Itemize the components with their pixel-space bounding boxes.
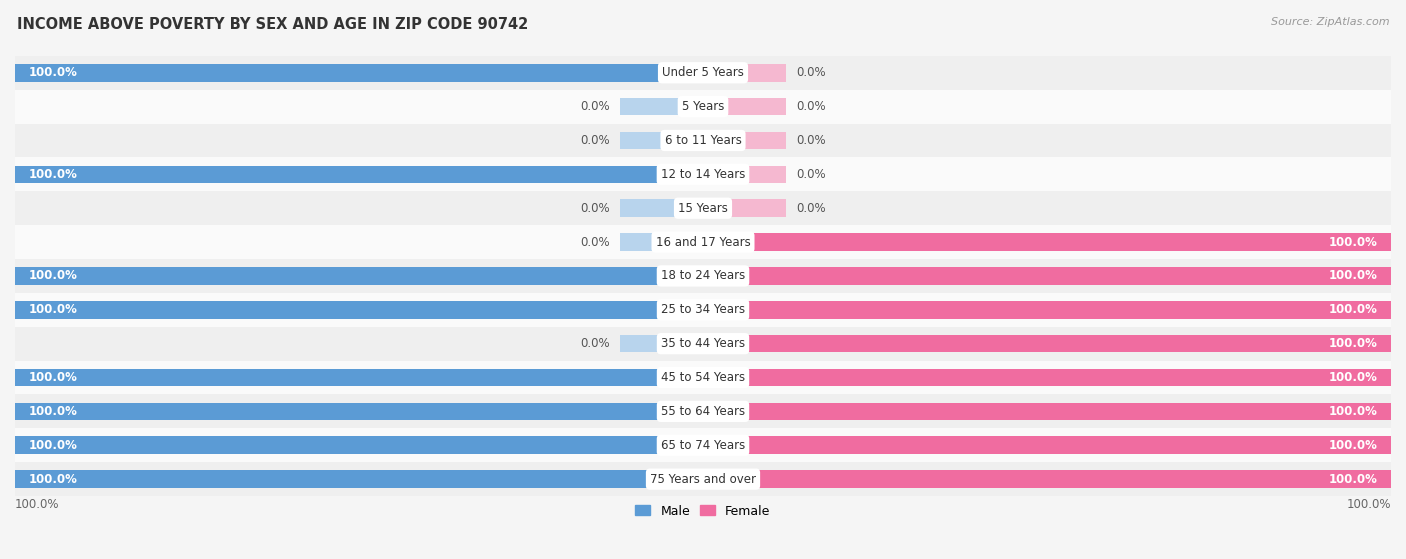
Text: 100.0%: 100.0%	[1329, 405, 1378, 418]
Text: 100.0%: 100.0%	[15, 498, 59, 511]
Text: 0.0%: 0.0%	[581, 337, 610, 350]
Text: 100.0%: 100.0%	[1329, 235, 1378, 249]
Bar	[15, 470, 703, 488]
Bar	[620, 335, 703, 353]
Text: 0.0%: 0.0%	[796, 100, 825, 113]
Bar	[15, 428, 1391, 462]
Bar	[620, 200, 703, 217]
Bar	[703, 402, 1391, 420]
Bar	[15, 225, 1391, 259]
Text: 0.0%: 0.0%	[581, 100, 610, 113]
Bar	[15, 395, 1391, 428]
Text: 0.0%: 0.0%	[796, 202, 825, 215]
Text: Under 5 Years: Under 5 Years	[662, 67, 744, 79]
Bar	[15, 158, 1391, 191]
Text: 12 to 14 Years: 12 to 14 Years	[661, 168, 745, 181]
Text: 0.0%: 0.0%	[796, 168, 825, 181]
Bar	[15, 64, 703, 82]
Text: 100.0%: 100.0%	[1329, 337, 1378, 350]
Bar	[620, 233, 703, 251]
Text: 0.0%: 0.0%	[581, 202, 610, 215]
Text: 100.0%: 100.0%	[28, 371, 77, 384]
Bar	[703, 165, 786, 183]
Text: 15 Years: 15 Years	[678, 202, 728, 215]
Bar	[15, 124, 1391, 158]
Bar	[15, 437, 703, 454]
Text: 100.0%: 100.0%	[1329, 472, 1378, 486]
Bar	[15, 56, 1391, 89]
Text: 75 Years and over: 75 Years and over	[650, 472, 756, 486]
Text: 65 to 74 Years: 65 to 74 Years	[661, 439, 745, 452]
Bar	[620, 98, 703, 115]
Bar	[703, 267, 1391, 285]
Text: 0.0%: 0.0%	[581, 235, 610, 249]
Text: 100.0%: 100.0%	[1329, 439, 1378, 452]
Bar	[703, 200, 786, 217]
Text: 5 Years: 5 Years	[682, 100, 724, 113]
Text: 100.0%: 100.0%	[28, 472, 77, 486]
Bar	[703, 470, 1391, 488]
Text: 100.0%: 100.0%	[28, 439, 77, 452]
Bar	[15, 301, 703, 319]
Text: 0.0%: 0.0%	[796, 134, 825, 147]
Text: 0.0%: 0.0%	[796, 67, 825, 79]
Bar	[703, 98, 786, 115]
Bar	[15, 327, 1391, 361]
Text: 100.0%: 100.0%	[1329, 371, 1378, 384]
Text: 100.0%: 100.0%	[28, 168, 77, 181]
Bar	[15, 369, 703, 386]
Text: INCOME ABOVE POVERTY BY SEX AND AGE IN ZIP CODE 90742: INCOME ABOVE POVERTY BY SEX AND AGE IN Z…	[17, 17, 529, 32]
Bar	[15, 462, 1391, 496]
Bar	[15, 267, 703, 285]
Text: 100.0%: 100.0%	[28, 405, 77, 418]
Bar	[703, 64, 786, 82]
Text: 18 to 24 Years: 18 to 24 Years	[661, 269, 745, 282]
Bar	[15, 293, 1391, 327]
Bar	[15, 165, 703, 183]
Text: 35 to 44 Years: 35 to 44 Years	[661, 337, 745, 350]
Text: 100.0%: 100.0%	[28, 67, 77, 79]
Bar	[703, 233, 1391, 251]
Text: 100.0%: 100.0%	[28, 304, 77, 316]
Text: Source: ZipAtlas.com: Source: ZipAtlas.com	[1271, 17, 1389, 27]
Bar	[703, 437, 1391, 454]
Bar	[620, 132, 703, 149]
Text: 100.0%: 100.0%	[1329, 304, 1378, 316]
Text: 55 to 64 Years: 55 to 64 Years	[661, 405, 745, 418]
Bar	[15, 361, 1391, 395]
Text: 100.0%: 100.0%	[1347, 498, 1391, 511]
Bar	[703, 132, 786, 149]
Text: 100.0%: 100.0%	[28, 269, 77, 282]
Text: 16 and 17 Years: 16 and 17 Years	[655, 235, 751, 249]
Text: 25 to 34 Years: 25 to 34 Years	[661, 304, 745, 316]
Bar	[703, 301, 1391, 319]
Bar	[15, 259, 1391, 293]
Legend: Male, Female: Male, Female	[630, 500, 776, 523]
Bar	[15, 89, 1391, 124]
Text: 100.0%: 100.0%	[1329, 269, 1378, 282]
Bar	[15, 191, 1391, 225]
Text: 45 to 54 Years: 45 to 54 Years	[661, 371, 745, 384]
Text: 6 to 11 Years: 6 to 11 Years	[665, 134, 741, 147]
Text: 0.0%: 0.0%	[581, 134, 610, 147]
Bar	[703, 369, 1391, 386]
Bar	[703, 335, 1391, 353]
Bar	[15, 402, 703, 420]
